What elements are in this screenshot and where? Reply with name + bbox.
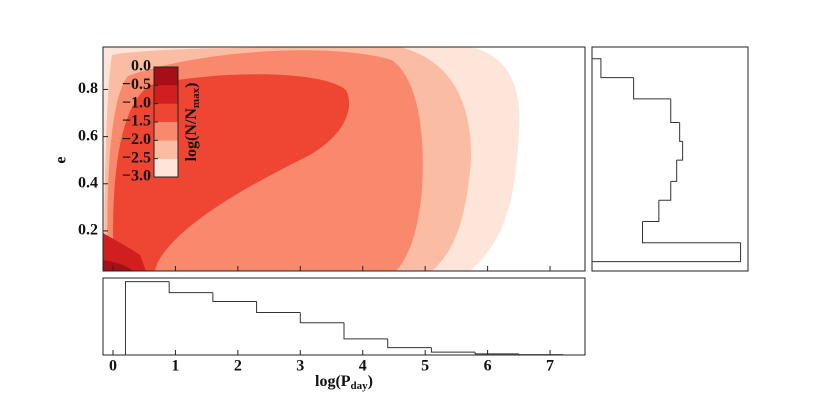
x-tick-label: 4: [359, 358, 367, 375]
hist-step: [343, 322, 388, 340]
y-tick-label: 0.4: [78, 174, 98, 191]
colorbar-tick-label: −1.0: [122, 94, 151, 111]
x-tick-label: 1: [171, 358, 179, 375]
contour-region: [103, 233, 146, 271]
y-tick-label: 0.6: [78, 127, 98, 144]
hist-step: [592, 58, 634, 79]
colorbar-tick-label: 0.0: [131, 58, 151, 75]
contour-region: [103, 260, 133, 271]
y-tick-label: 0.8: [78, 80, 98, 97]
hist-step: [212, 292, 257, 302]
x-axis-label-part: ): [368, 373, 373, 390]
colorbar-band: [154, 140, 178, 159]
x-tick-label: 2: [234, 358, 242, 375]
colorbar-band: [154, 158, 178, 177]
y-tick-label: 0.2: [78, 222, 98, 239]
colorbar-band: [154, 103, 178, 122]
x-tick-label: 3: [296, 358, 304, 375]
x-tick-label: 5: [421, 358, 429, 375]
colorbar-band: [154, 67, 178, 86]
colorbar-band: [154, 122, 178, 141]
x-axis-label-part: log(P: [315, 373, 351, 390]
hist-frame: [102, 277, 586, 356]
hist-step: [670, 98, 680, 123]
hist-step: [642, 221, 741, 244]
y-axis-label: e: [53, 156, 70, 163]
hist-frame: [591, 46, 749, 272]
hist-step: [124, 281, 170, 355]
hist-step: [256, 301, 301, 313]
colorbar-tick-label: −2.5: [122, 149, 151, 166]
colorbar-label-part: max: [190, 87, 202, 108]
colorbar-tick-label: −2.0: [122, 131, 151, 148]
colorbar-band: [154, 85, 178, 104]
plot-frame: [102, 46, 586, 272]
hist-step: [676, 141, 684, 161]
colorbar-label: log(N/Nmax): [183, 83, 202, 162]
hist-step: [658, 181, 672, 201]
hist-step: [474, 352, 519, 355]
x-axis-label: log(Pday): [315, 373, 373, 392]
hist-step: [642, 200, 660, 222]
hist-step: [679, 122, 683, 142]
x-axis-label-part: day: [351, 380, 369, 392]
hist-step: [387, 338, 432, 349]
colorbar-tick-label: −1.5: [122, 113, 151, 130]
hist-step: [299, 312, 344, 324]
x-tick-label: 7: [546, 358, 554, 375]
hist-step: [670, 160, 678, 182]
hist-step: [168, 281, 213, 294]
colorbar-label-part: ): [183, 83, 200, 88]
hist-step: [430, 347, 476, 353]
hist-step: [633, 77, 671, 100]
x-tick-label: 6: [484, 358, 492, 375]
hist-step: [518, 353, 564, 356]
colorbar-label-part: log(N/N: [183, 108, 200, 162]
colorbar-tick-label: −3.0: [122, 168, 151, 185]
x-tick-label: 0: [109, 358, 117, 375]
colorbar-tick-label: −0.5: [122, 76, 151, 93]
hist-step: [592, 242, 742, 263]
